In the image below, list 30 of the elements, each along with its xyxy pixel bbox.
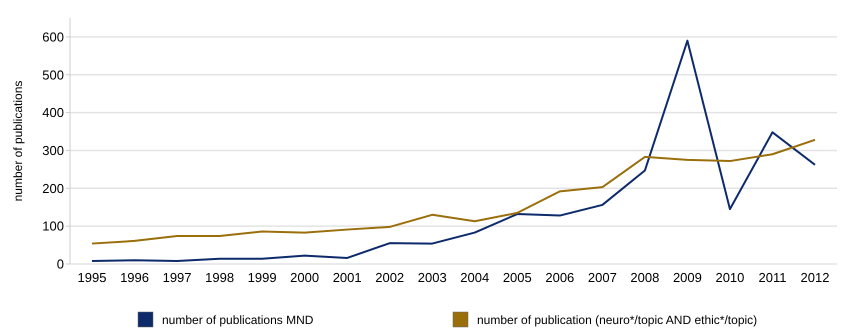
y-tick-label: 400: [42, 105, 64, 120]
x-tick-label: 2010: [715, 270, 744, 285]
x-tick-label: 2009: [672, 270, 702, 285]
x-tick-label: 2000: [290, 270, 320, 285]
y-tick-label: 200: [42, 180, 64, 196]
x-tick-label: 2005: [502, 270, 532, 285]
y-tick-label: 0: [56, 256, 64, 272]
y-tick-label: 100: [42, 218, 64, 234]
x-tick-label: 2008: [630, 270, 660, 285]
y-tick-label: 300: [42, 143, 64, 158]
x-tick-label: 2003: [418, 270, 447, 285]
legend-label: number of publication (neuro*/topic AND ethic*/topic): [477, 313, 758, 328]
y-tick-label: 600: [42, 29, 64, 44]
line-series: [91, 138, 816, 245]
x-tick-label: 1996: [120, 270, 149, 285]
legend-label: number of publications MND: [162, 313, 314, 328]
y-tick-label: 500: [42, 67, 64, 82]
line-series: [91, 40, 816, 262]
x-tick-label: 2012: [800, 270, 830, 285]
x-tick-label: 2002: [375, 270, 404, 285]
x-tick-label: 1995: [78, 270, 106, 285]
x-tick-label: 1997: [162, 270, 192, 285]
x-tick-label: 2011: [758, 270, 786, 285]
x-tick-label: 1999: [248, 270, 277, 285]
x-tick-label: 2007: [588, 270, 617, 285]
x-tick-label: 2001: [332, 270, 362, 285]
x-tick-label: 1998: [205, 270, 234, 285]
y-axis-title: number of publications: [11, 80, 25, 202]
x-tick-label: 2006: [545, 270, 574, 285]
x-tick-label: 2004: [460, 270, 490, 285]
